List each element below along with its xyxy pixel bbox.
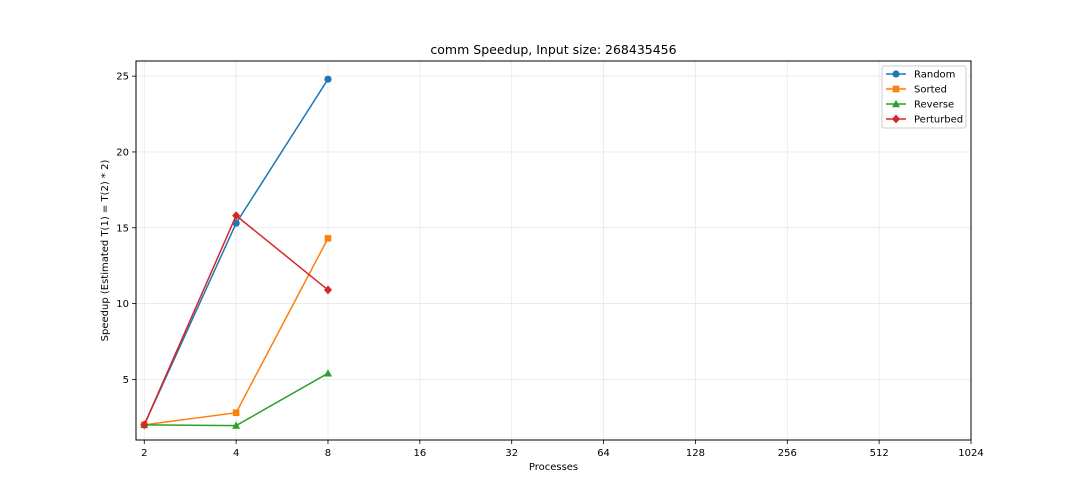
x-tick-label: 32 (505, 448, 518, 459)
y-axis-label: Speedup (Estimated T(1) = T(2) * 2) (100, 160, 111, 342)
chart-title: comm Speedup, Input size: 268435456 (430, 42, 676, 57)
data-point-perturbed (232, 211, 241, 221)
legend-item-reverse: Reverse (886, 100, 954, 111)
series-perturbed (140, 211, 332, 430)
data-point-sorted (324, 235, 332, 242)
data-point-reverse (323, 369, 332, 377)
legend-label-random: Random (914, 70, 955, 81)
legend-label-perturbed: Perturbed (914, 115, 963, 126)
legend-marker-sorted (892, 85, 900, 93)
series-group (140, 75, 332, 430)
x-tick-label: 256 (778, 448, 797, 459)
x-tick-label: 2 (141, 448, 147, 459)
x-tick-label: 8 (325, 448, 331, 459)
x-axis: 2 4 8 16 32 64 128 256 512 1024 (141, 440, 984, 459)
x-tick-label: 16 (413, 448, 426, 459)
x-tick-label: 1024 (958, 448, 983, 459)
y-tick-label: 10 (116, 299, 129, 310)
plot-area (135, 60, 972, 441)
x-tick-label: 4 (233, 448, 239, 459)
grid (136, 61, 972, 440)
y-tick-label: 25 (116, 72, 129, 83)
data-point-sorted (232, 409, 240, 417)
y-tick-label: 15 (116, 223, 129, 234)
x-tick-label: 512 (870, 448, 889, 459)
legend-marker-random (892, 70, 900, 78)
data-point-perturbed (323, 285, 332, 295)
legend-marker-perturbed (892, 114, 900, 124)
legend-marker-reverse (892, 99, 900, 108)
legend-item-sorted: Sorted (886, 85, 947, 96)
legend: Random Sorted Reverse Perturbed (881, 65, 967, 129)
data-point-reverse (232, 421, 241, 429)
legend-label-reverse: Reverse (914, 100, 954, 111)
y-tick-label: 20 (116, 147, 129, 158)
legend-box (881, 65, 967, 129)
data-point-random (324, 75, 332, 83)
x-tick-label: 64 (597, 448, 610, 459)
y-tick-label: 5 (123, 375, 129, 386)
x-axis-label: Processes (529, 462, 578, 473)
data-point-perturbed (140, 420, 149, 430)
x-tick-label: 128 (686, 448, 705, 459)
y-axis: 5 10 15 20 25 (116, 72, 136, 386)
legend-label-sorted: Sorted (914, 85, 947, 96)
legend-item-perturbed: Perturbed (886, 115, 963, 126)
legend-item-random: Random (886, 70, 955, 81)
